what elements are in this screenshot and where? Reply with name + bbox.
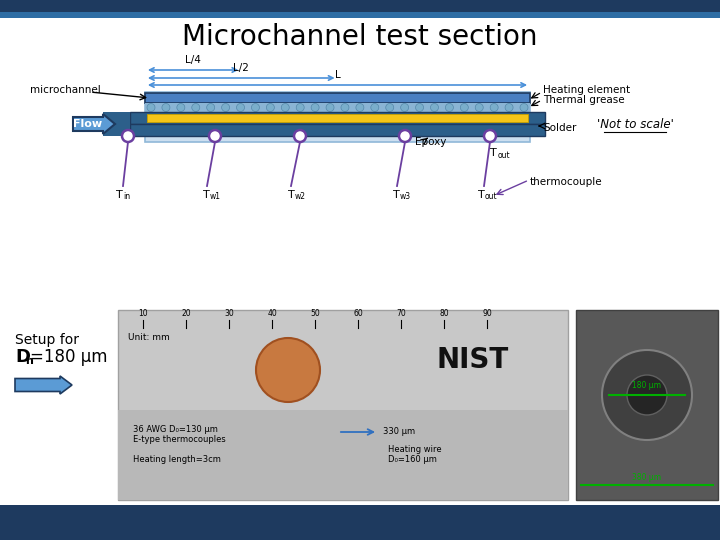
Text: Heating length=3cm: Heating length=3cm <box>133 455 221 464</box>
Text: Heating wire
D₀=160 μm: Heating wire D₀=160 μm <box>388 445 441 464</box>
Text: Unit: mm: Unit: mm <box>128 333 170 342</box>
Circle shape <box>484 130 496 142</box>
Bar <box>0 0 720 12</box>
Text: w3: w3 <box>400 192 411 201</box>
Text: NIST: NIST <box>646 512 704 532</box>
Bar <box>576 310 718 500</box>
Text: L/4: L/4 <box>185 55 201 65</box>
Circle shape <box>122 130 134 142</box>
Text: 80: 80 <box>439 309 449 318</box>
Text: 'Not to scale': 'Not to scale' <box>597 118 673 132</box>
Bar <box>145 103 530 112</box>
Circle shape <box>399 130 411 142</box>
Text: w2: w2 <box>295 192 306 201</box>
Bar <box>145 93 530 103</box>
Text: Material Measurement Laboratory: Material Measurement Laboratory <box>12 516 238 529</box>
Circle shape <box>475 104 483 111</box>
Text: 90: 90 <box>482 309 492 318</box>
Circle shape <box>341 104 349 111</box>
Circle shape <box>251 104 259 111</box>
Text: T: T <box>288 190 294 200</box>
Bar <box>130 124 545 136</box>
Bar <box>147 114 528 122</box>
Circle shape <box>627 375 667 415</box>
Circle shape <box>446 104 454 111</box>
Circle shape <box>400 104 409 111</box>
Circle shape <box>520 104 528 111</box>
Text: Thermal grease: Thermal grease <box>543 95 625 105</box>
Text: T: T <box>478 190 485 200</box>
Bar <box>130 112 545 124</box>
Text: Heating element: Heating element <box>543 85 630 95</box>
Circle shape <box>311 104 319 111</box>
FancyArrow shape <box>15 376 72 394</box>
Circle shape <box>192 104 199 111</box>
Bar <box>118 410 568 500</box>
Circle shape <box>266 104 274 111</box>
Text: 180 μm: 180 μm <box>632 381 662 390</box>
Circle shape <box>415 104 423 111</box>
Text: T: T <box>116 190 122 200</box>
Text: Epoxy: Epoxy <box>415 137 446 147</box>
Circle shape <box>209 130 221 142</box>
Bar <box>118 310 568 500</box>
Text: 330 μm: 330 μm <box>383 428 415 436</box>
Circle shape <box>222 104 230 111</box>
Text: T: T <box>490 148 497 158</box>
Text: microchannel: microchannel <box>30 85 101 95</box>
Text: T: T <box>203 190 210 200</box>
Circle shape <box>236 104 245 111</box>
Text: L: L <box>335 70 341 80</box>
Circle shape <box>460 104 468 111</box>
Circle shape <box>431 104 438 111</box>
Text: Solder: Solder <box>543 123 577 133</box>
FancyArrow shape <box>73 114 115 134</box>
Text: Setup for: Setup for <box>15 333 79 347</box>
Text: 50: 50 <box>310 309 320 318</box>
Circle shape <box>386 104 394 111</box>
Text: 10: 10 <box>600 515 620 530</box>
Circle shape <box>207 104 215 111</box>
Text: in: in <box>123 192 130 201</box>
Bar <box>145 92 530 142</box>
Text: 40: 40 <box>267 309 277 318</box>
Text: thermocouple: thermocouple <box>530 177 603 187</box>
Bar <box>103 112 130 124</box>
Text: 20: 20 <box>181 309 191 318</box>
Text: 30: 30 <box>224 309 234 318</box>
Text: h: h <box>25 356 33 366</box>
Text: 10: 10 <box>138 309 148 318</box>
Text: out: out <box>485 192 498 201</box>
Text: D: D <box>15 348 30 366</box>
Circle shape <box>356 104 364 111</box>
Text: 70: 70 <box>396 309 406 318</box>
Circle shape <box>256 338 320 402</box>
Circle shape <box>294 130 306 142</box>
Circle shape <box>162 104 170 111</box>
Bar <box>103 124 130 136</box>
Bar <box>0 505 720 540</box>
Text: T: T <box>393 190 400 200</box>
Circle shape <box>326 104 334 111</box>
Text: w1: w1 <box>210 192 221 201</box>
Text: L/2: L/2 <box>233 63 249 73</box>
Circle shape <box>490 104 498 111</box>
Text: 60: 60 <box>353 309 363 318</box>
Circle shape <box>282 104 289 111</box>
Circle shape <box>505 104 513 111</box>
Circle shape <box>602 350 692 440</box>
Circle shape <box>177 104 185 111</box>
Circle shape <box>296 104 305 111</box>
Text: out: out <box>498 151 510 160</box>
Bar <box>0 12 720 18</box>
Text: NIST: NIST <box>437 346 509 374</box>
Text: Flow: Flow <box>73 119 102 129</box>
Text: 36 AWG D₀=130 μm
E-type thermocouples: 36 AWG D₀=130 μm E-type thermocouples <box>133 425 226 444</box>
Text: Microchannel test section: Microchannel test section <box>182 23 538 51</box>
Text: =180 μm: =180 μm <box>30 348 107 366</box>
Circle shape <box>371 104 379 111</box>
Circle shape <box>147 104 155 111</box>
Text: 380 μm: 380 μm <box>632 473 662 482</box>
